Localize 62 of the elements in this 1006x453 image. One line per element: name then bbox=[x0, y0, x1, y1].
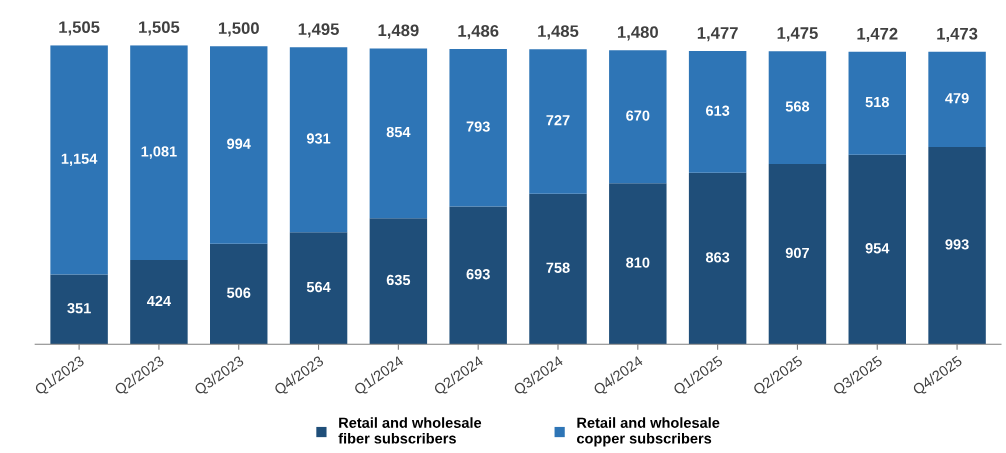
bar bbox=[449, 49, 507, 207]
bar bbox=[928, 147, 986, 345]
bar bbox=[449, 206, 507, 345]
bar bbox=[529, 193, 587, 345]
bar bbox=[928, 51, 986, 148]
data-label: 564 bbox=[306, 281, 331, 293]
bar bbox=[768, 164, 827, 345]
bar bbox=[210, 243, 268, 345]
total-label: 1,473 bbox=[937, 27, 978, 43]
total-label: 1,485 bbox=[538, 25, 579, 40]
data-label: 810 bbox=[626, 257, 650, 268]
total-label: 1,489 bbox=[378, 24, 419, 39]
data-label: 907 bbox=[785, 247, 809, 259]
bar bbox=[609, 50, 667, 184]
data-label: 351 bbox=[67, 303, 91, 314]
data-label: 635 bbox=[386, 274, 411, 286]
bar bbox=[210, 46, 268, 244]
bar bbox=[848, 154, 906, 345]
total-label: 1,505 bbox=[59, 21, 100, 36]
bar bbox=[529, 49, 587, 194]
data-label: 518 bbox=[865, 96, 889, 108]
data-label: 693 bbox=[466, 269, 490, 280]
data-label: 758 bbox=[546, 262, 570, 273]
data-label: 670 bbox=[626, 110, 650, 121]
bar bbox=[130, 45, 188, 261]
bar bbox=[289, 47, 348, 233]
bar bbox=[609, 183, 667, 345]
data-label: 568 bbox=[785, 101, 810, 112]
total-label: 1,495 bbox=[298, 23, 339, 38]
data-label: 931 bbox=[306, 133, 331, 144]
data-label: 994 bbox=[227, 138, 251, 149]
data-label: 613 bbox=[706, 105, 730, 116]
bar bbox=[688, 51, 747, 173]
bar bbox=[130, 260, 188, 345]
data-label: 854 bbox=[386, 126, 411, 138]
bar bbox=[50, 45, 108, 275]
data-label: 793 bbox=[466, 121, 490, 132]
bar bbox=[688, 172, 747, 345]
total-label: 1,505 bbox=[139, 21, 180, 36]
total-label: 1,500 bbox=[218, 22, 259, 37]
total-label: 1,486 bbox=[458, 25, 499, 40]
data-label: 727 bbox=[546, 115, 570, 126]
data-label: 424 bbox=[146, 295, 172, 306]
data-label: 1,154 bbox=[61, 153, 98, 166]
total-label: 1,480 bbox=[618, 26, 658, 41]
bar bbox=[369, 48, 428, 219]
bar bbox=[289, 232, 348, 345]
total-label: 1,475 bbox=[777, 27, 818, 42]
data-label: 954 bbox=[865, 243, 890, 254]
data-label: 993 bbox=[945, 239, 969, 250]
bar bbox=[50, 274, 108, 345]
bar bbox=[848, 51, 906, 155]
total-label: 1,477 bbox=[697, 27, 738, 42]
legend-label: Retail and wholesale fiber subscribers bbox=[338, 417, 482, 444]
bar bbox=[768, 51, 827, 165]
legend-label: Retail and wholesale copper subscribers bbox=[576, 417, 720, 447]
bar bbox=[369, 218, 428, 345]
data-label: 1,081 bbox=[141, 146, 177, 159]
data-label: 863 bbox=[705, 252, 730, 263]
data-label: 506 bbox=[227, 287, 251, 298]
total-label: 1,472 bbox=[857, 27, 898, 43]
data-label: 479 bbox=[945, 93, 969, 104]
